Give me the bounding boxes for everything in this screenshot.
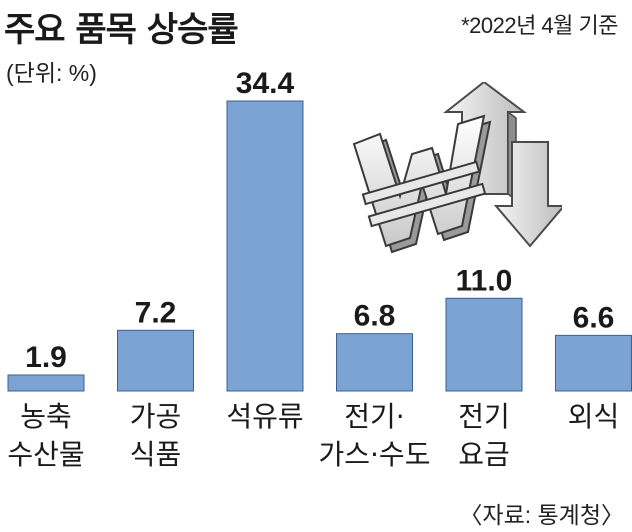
unit-label: (단위: %) [6, 60, 97, 86]
category-label: 가공 [130, 400, 182, 433]
category-label: 외식 [568, 400, 620, 433]
bar-value-label: 6.6 [573, 301, 615, 334]
bar-value-label: 6.8 [354, 300, 396, 333]
category-label: 전기· [344, 400, 404, 433]
won-currency-arrows-icon [352, 82, 562, 254]
bar [445, 297, 523, 392]
reference-date-note: *2022년 4월 기준 [461, 13, 618, 38]
category-label: 식품 [130, 438, 182, 471]
category-label: 가스·수도 [319, 438, 431, 471]
bar [336, 333, 413, 392]
bar-value-label: 11.0 [456, 264, 513, 297]
category-label: 농축 [20, 400, 72, 433]
category-label: 수산물 [7, 438, 84, 471]
bar [117, 329, 194, 392]
bar-value-label: 1.9 [25, 341, 67, 374]
bar [7, 374, 85, 392]
down-arrow-shape [493, 141, 562, 248]
bar-value-label: 34.4 [236, 67, 295, 100]
won-sign-shape [352, 114, 492, 254]
bar-value-label: 7.2 [135, 296, 177, 329]
category-label: 석유류 [226, 400, 303, 433]
data-source: 〈자료: 통계청〉 [459, 502, 624, 528]
chart-title: 주요 품목 상승률 [4, 10, 239, 50]
bar [555, 334, 632, 392]
bar [226, 100, 304, 392]
category-label: 전기 [458, 400, 510, 433]
category-label: 요금 [458, 438, 510, 471]
